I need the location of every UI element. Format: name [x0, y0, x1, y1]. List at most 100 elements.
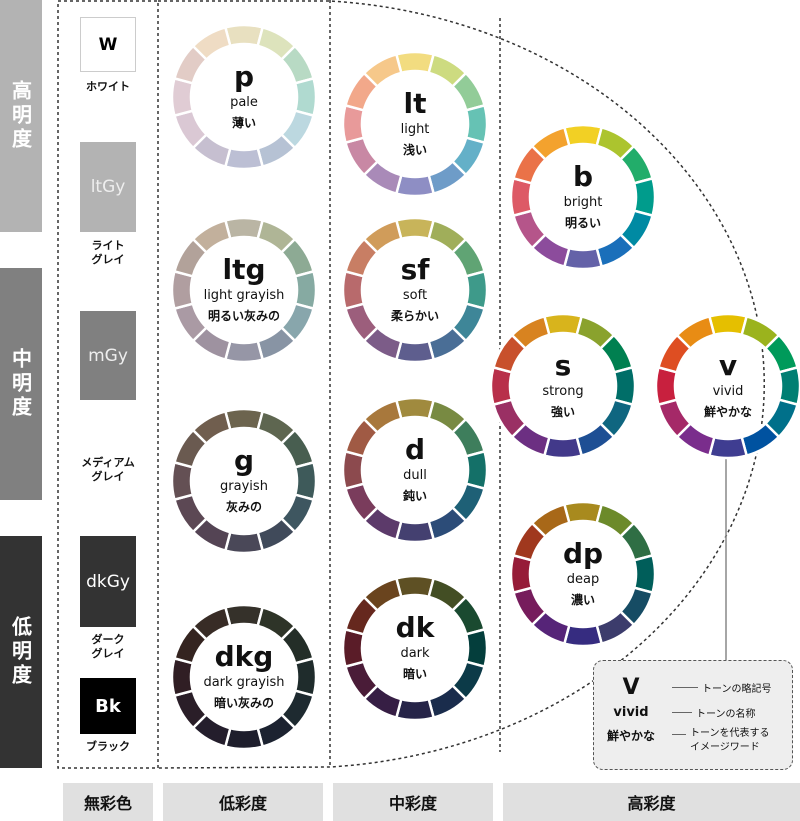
tone-abbr: d: [404, 433, 426, 466]
tone-label: s strong 強い: [488, 311, 638, 461]
legend-jp-desc: トーンを代表する イメージワード: [690, 728, 770, 753]
legend-connector: [672, 687, 698, 688]
legend-box: V トーンの略記号 vivid トーンの名称 鮮やかな トーンを代表する イメー…: [593, 660, 793, 770]
swatch-medium-gray: mGy: [80, 311, 136, 400]
tone-abbr: g: [233, 444, 255, 477]
tone-label: lt light 浅い: [340, 49, 490, 199]
tone-name: light: [400, 122, 430, 137]
tone-abbr: b: [572, 160, 594, 193]
tone-jp-name: 灰みの: [225, 500, 262, 514]
tone-wheel-d: d dull 鈍い: [340, 395, 490, 545]
tone-wheel-lt: lt light 浅い: [340, 49, 490, 199]
hue-segment: [362, 398, 403, 435]
legend-name-desc: トーンの名称: [696, 709, 756, 720]
tone-jp-name: 暗い: [402, 667, 427, 681]
tone-jp-name: 鈍い: [402, 489, 427, 503]
tone-abbr: ltg: [222, 253, 266, 286]
hue-segment: [530, 502, 571, 539]
tone-region-ellipse: [157, 0, 765, 769]
tone-abbr: dk: [395, 611, 435, 644]
tone-wheel-v: v vivid 鮮やかな: [653, 311, 800, 461]
tone-abbr: sf: [400, 253, 430, 286]
legend-abbr-desc: トーンの略記号: [702, 684, 772, 695]
hue-segment: [191, 218, 232, 255]
tone-wheel-b: b bright 明るい: [508, 122, 658, 272]
tone-abbr: dkg: [214, 640, 274, 673]
tone-label: g grayish 灰みの: [169, 406, 319, 556]
hue-segment: [362, 218, 403, 255]
tone-abbr: dp: [562, 537, 604, 570]
tone-name: vivid: [712, 384, 744, 399]
tone-name: dark: [400, 646, 430, 661]
achromatic-region-outline: [57, 0, 159, 769]
tone-name: strong: [542, 384, 584, 399]
swatch-black-abbr: Bk: [95, 695, 121, 717]
chroma-label-low: 低彩度: [163, 783, 323, 821]
swatch-dark-gray-abbr: dkGy: [86, 571, 130, 592]
tone-wheel-dk: dk dark 暗い: [340, 573, 490, 723]
lightness-high-label: 高明度: [8, 80, 33, 152]
tone-abbr: lt: [403, 87, 427, 120]
tone-wheel-dp: dp deap 濃い: [508, 499, 658, 649]
tone-jp-name: 薄い: [231, 116, 256, 130]
tone-name: light grayish: [203, 288, 285, 303]
tone-abbr: s: [554, 349, 572, 382]
swatch-light-gray-label: ライト グレイ: [91, 239, 125, 266]
tone-label: dk dark 暗い: [340, 573, 490, 723]
tone-label: p pale 薄い: [169, 22, 319, 172]
swatch-medium-gray-abbr: mGy: [88, 345, 128, 366]
legend-abbr-example: V: [622, 675, 640, 700]
hue-segment: [510, 314, 551, 351]
tone-abbr: v: [718, 349, 738, 382]
tone-wheel-s: s strong 強い: [488, 311, 638, 461]
swatch-black: Bk: [80, 678, 136, 734]
legend-name-example: vivid: [613, 705, 649, 720]
hue-segment: [675, 314, 716, 351]
hue-segment: [362, 52, 403, 89]
legend-connector: [672, 734, 686, 735]
swatch-medium-gray-label: メディアム グレイ: [81, 456, 135, 483]
tone-name: grayish: [220, 479, 268, 494]
swatch-white-abbr: W: [98, 34, 118, 55]
tone-label: dkg dark grayish 暗い灰みの: [169, 602, 319, 752]
hue-segment: [530, 125, 571, 162]
tone-label: b bright 明るい: [508, 122, 658, 272]
swatch-dark-gray: dkGy: [80, 536, 136, 627]
tone-name: bright: [563, 195, 603, 210]
swatch-black-label: ブラック: [86, 740, 130, 753]
lightness-low-label: 低明度: [8, 616, 33, 688]
tone-label: d dull 鈍い: [340, 395, 490, 545]
legend-connector: [672, 712, 692, 713]
tone-label: dp deap 濃い: [508, 499, 658, 649]
hue-segment: [191, 25, 232, 62]
tone-jp-name: 明るい灰みの: [207, 309, 280, 323]
swatch-light-gray-abbr: ltGy: [90, 177, 126, 197]
lightness-high-bar: 高明度: [0, 0, 42, 232]
hue-segment: [191, 409, 232, 446]
swatch-white: W: [80, 17, 136, 72]
tone-jp-name: 明るい: [564, 216, 601, 230]
swatch-dark-gray-label: ダーク グレイ: [91, 633, 125, 660]
tone-jp-name: 強い: [550, 405, 575, 419]
tone-wheel-ltg: ltg light grayish 明るい灰みの: [169, 215, 319, 365]
tone-jp-name: 鮮やかな: [703, 405, 752, 419]
tone-wheel-dkg: dkg dark grayish 暗い灰みの: [169, 602, 319, 752]
tone-name: soft: [402, 288, 428, 303]
legend-jp-example: 鮮やかな: [606, 729, 655, 743]
tone-name: deap: [566, 572, 600, 587]
tone-wheel-sf: sf soft 柔らかい: [340, 215, 490, 365]
swatch-light-gray: ltGy: [80, 142, 136, 232]
tone-jp-name: 柔らかい: [390, 309, 439, 323]
lightness-low-bar: 低明度: [0, 536, 42, 768]
tone-wheel-g: g grayish 灰みの: [169, 406, 319, 556]
tone-label: sf soft 柔らかい: [340, 215, 490, 365]
tone-name: dark grayish: [203, 675, 285, 690]
tone-wheel-p: p pale 薄い: [169, 22, 319, 172]
swatch-white-label: ホワイト: [86, 80, 130, 93]
tone-name: dull: [403, 468, 427, 483]
lightness-mid-label: 中明度: [8, 348, 33, 420]
hue-segment: [362, 576, 403, 613]
tone-jp-name: 濃い: [570, 593, 595, 607]
tone-abbr: p: [233, 60, 255, 93]
hue-segment: [191, 605, 232, 642]
